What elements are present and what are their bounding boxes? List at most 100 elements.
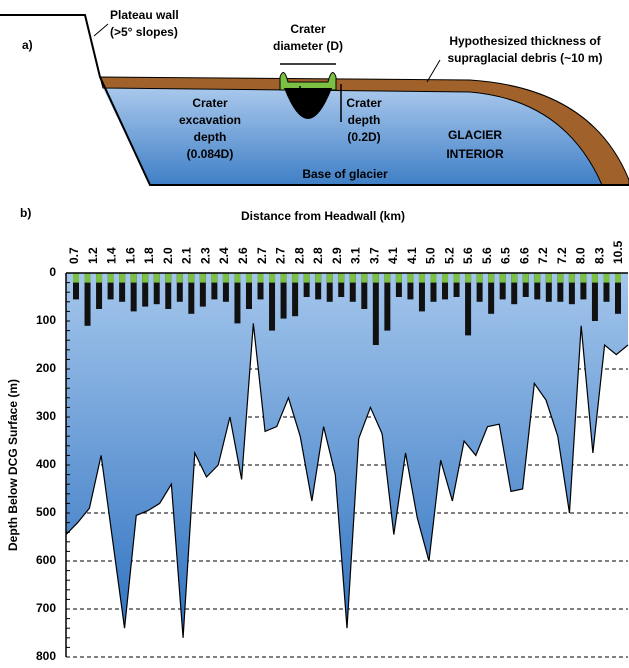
panel-label: b) xyxy=(20,206,31,220)
x-tick-label: 10.5 xyxy=(611,240,625,264)
glacier xyxy=(103,88,602,185)
crater-bar xyxy=(407,273,414,300)
crater-bar xyxy=(430,273,437,302)
x-tick-label: 2.8 xyxy=(311,247,325,264)
crater-bar xyxy=(372,273,379,345)
x-tick-label: 0.7 xyxy=(67,247,81,264)
debris-cap xyxy=(303,273,310,283)
crater-bar xyxy=(119,273,126,302)
x-tick-label: 5.6 xyxy=(461,247,475,264)
crater-bar xyxy=(603,273,610,302)
crater-bar xyxy=(591,273,598,321)
debris-cap xyxy=(361,273,368,283)
crater-bar xyxy=(384,273,391,331)
crater-bar xyxy=(511,273,518,305)
crater-bar xyxy=(338,273,345,297)
crater-bar xyxy=(176,273,183,302)
crater-bar xyxy=(418,273,425,312)
crater-bar xyxy=(153,273,160,305)
x-tick-label: 2.0 xyxy=(161,247,175,264)
annotation: Plateau wall xyxy=(110,8,179,22)
x-tick-label: 8.0 xyxy=(574,247,588,264)
base-line xyxy=(65,323,629,638)
debris-cap xyxy=(465,273,472,283)
debris-cap xyxy=(107,273,114,283)
crater-bar xyxy=(488,273,495,314)
debris-cap xyxy=(557,273,564,283)
base-area xyxy=(66,273,628,638)
x-tick-label: 6.6 xyxy=(517,247,531,264)
crater-bar xyxy=(580,273,587,300)
x-tick-label: 2.9 xyxy=(330,247,344,264)
debris-cap xyxy=(292,273,299,283)
crater-bar xyxy=(96,273,103,309)
crater-bar xyxy=(465,273,472,336)
debris-cap xyxy=(96,273,103,283)
debris-cap xyxy=(511,273,518,283)
crater-bar xyxy=(557,273,564,302)
x-tick-label: 4.1 xyxy=(386,247,400,264)
x-tick-label: 6.5 xyxy=(499,247,513,264)
crater-bar xyxy=(326,273,333,302)
crater-bar xyxy=(349,273,356,302)
debris-cap xyxy=(165,273,172,283)
x-tick-label: 1.4 xyxy=(105,247,119,264)
annotation: INTERIOR xyxy=(446,147,504,161)
crater-bar xyxy=(245,273,252,309)
debris-cap xyxy=(211,273,218,283)
crater-bar xyxy=(165,273,172,309)
x-tick-label: 7.2 xyxy=(555,247,569,264)
annotation: Base of glacier xyxy=(302,167,388,181)
crater-bar xyxy=(211,273,218,300)
debris-cap xyxy=(476,273,483,283)
debris-cap xyxy=(234,273,241,283)
crater-bar xyxy=(234,273,241,324)
x-tick-label: 3.1 xyxy=(349,247,363,264)
debris xyxy=(99,76,629,186)
y-tick-label: 0 xyxy=(49,265,56,279)
chart-title: Distance from Headwall (km) xyxy=(241,209,405,223)
annotation: Crater xyxy=(290,22,326,36)
debris-cap xyxy=(418,273,425,283)
x-tick-label: 5.6 xyxy=(480,247,494,264)
crater-bar xyxy=(534,273,541,300)
debris-cap xyxy=(153,273,160,283)
crater-bar xyxy=(84,273,91,326)
x-tick-label: 4.1 xyxy=(405,247,419,264)
annotation: depth xyxy=(348,113,381,127)
y-tick-label: 800 xyxy=(36,649,56,663)
debris-cap xyxy=(315,273,322,283)
debris-cap xyxy=(534,273,541,283)
debris-cap xyxy=(407,273,414,283)
debris-cap xyxy=(257,273,264,283)
x-tick-label: 2.8 xyxy=(292,247,306,264)
annotation: (>5° slopes) xyxy=(110,25,178,39)
y-tick-label: 400 xyxy=(36,457,56,471)
y-tick-label: 300 xyxy=(36,409,56,423)
x-tick-label: 2.7 xyxy=(255,247,269,264)
annotation: GLACIER xyxy=(448,128,502,142)
crater-bar xyxy=(315,273,322,300)
y-tick-label: 200 xyxy=(36,361,56,375)
debris-cap xyxy=(603,273,610,283)
x-tick-label: 2.3 xyxy=(198,247,212,264)
crater-bar xyxy=(130,273,137,312)
annotation: Hypothesized thickness of xyxy=(449,34,601,48)
crater-bar xyxy=(188,273,195,314)
debris-cap xyxy=(580,273,587,283)
debris-cap xyxy=(522,273,529,283)
debris-cap xyxy=(545,273,552,283)
debris-cap xyxy=(372,273,379,283)
annotation: (0.084D) xyxy=(187,147,234,161)
y-tick-label: 100 xyxy=(36,313,56,327)
debris-cap xyxy=(280,273,287,283)
debris-cap xyxy=(349,273,356,283)
crater-bar xyxy=(499,273,506,300)
crater-bar xyxy=(280,273,287,319)
x-tick-label: 2.7 xyxy=(274,247,288,264)
crater-bar xyxy=(615,273,621,314)
panel-label: a) xyxy=(22,38,33,52)
crater-bar xyxy=(453,273,460,297)
debris-cap xyxy=(338,273,345,283)
